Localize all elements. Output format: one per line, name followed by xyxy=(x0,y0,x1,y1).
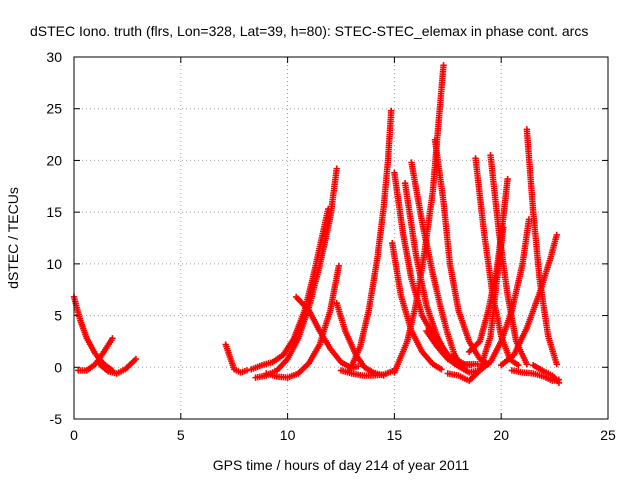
y-tick-label: 25 xyxy=(46,101,62,117)
x-tick-label: 15 xyxy=(387,427,403,443)
data-point xyxy=(132,355,140,363)
x-tick-label: 0 xyxy=(70,427,78,443)
y-tick-label: 0 xyxy=(54,359,62,375)
data-point xyxy=(553,231,560,239)
x-tick-label: 10 xyxy=(280,427,296,443)
data-point xyxy=(438,366,445,373)
data-series-2 xyxy=(75,335,116,374)
data-series-12 xyxy=(389,239,445,373)
data-series-25 xyxy=(498,231,560,369)
y-tick-label: -5 xyxy=(50,411,63,427)
data-series-22 xyxy=(465,175,511,355)
data-point xyxy=(515,362,522,369)
y-tick-labels: -5 0 5 10 15 20 25 30 xyxy=(46,49,62,427)
y-tick-label: 5 xyxy=(54,308,62,324)
data-point xyxy=(440,62,447,69)
y-tick-label: 15 xyxy=(46,204,62,220)
y-tick-label: 10 xyxy=(46,256,62,272)
data-series-14 xyxy=(401,179,475,369)
data-point xyxy=(468,362,475,369)
data-series-23 xyxy=(523,126,560,368)
data-series-6 xyxy=(248,205,332,373)
chart-title: dSTEC Iono. truth (flrs, Lon=328, Lat=39… xyxy=(30,23,588,39)
data-series-5 xyxy=(252,165,340,381)
plot-series xyxy=(70,62,563,386)
data-series-4 xyxy=(222,341,251,376)
plot-frame xyxy=(73,56,609,420)
data-series-20 xyxy=(472,155,522,369)
data-point xyxy=(387,107,395,114)
y-axis-label: dSTEC / TECUs xyxy=(5,187,21,289)
x-tick-label: 5 xyxy=(177,427,185,443)
data-series-11 xyxy=(346,107,395,374)
data-point xyxy=(555,379,563,386)
data-series-1 xyxy=(70,293,116,374)
x-tick-label: 25 xyxy=(600,427,616,443)
x-tick-label: 20 xyxy=(493,427,509,443)
data-point xyxy=(333,165,340,172)
data-point xyxy=(523,360,531,368)
data-point xyxy=(335,262,343,270)
y-tick-label: 20 xyxy=(46,152,62,168)
data-series-8 xyxy=(292,293,362,372)
data-point xyxy=(243,367,251,374)
data-series-15 xyxy=(408,159,464,369)
data-point xyxy=(485,360,492,368)
data-point xyxy=(109,335,116,342)
data-series-3 xyxy=(96,355,140,377)
x-tick-labels: 0 5 10 15 20 25 xyxy=(70,427,616,443)
y-tick-label: 30 xyxy=(46,49,62,65)
x-axis-label: GPS time / hours of day 214 of year 2011 xyxy=(213,457,470,473)
data-series-16 xyxy=(391,62,447,376)
data-series-18 xyxy=(431,136,492,368)
data-point xyxy=(324,205,332,213)
data-series-26 xyxy=(530,362,563,386)
data-point xyxy=(553,360,560,368)
data-point xyxy=(504,175,511,183)
